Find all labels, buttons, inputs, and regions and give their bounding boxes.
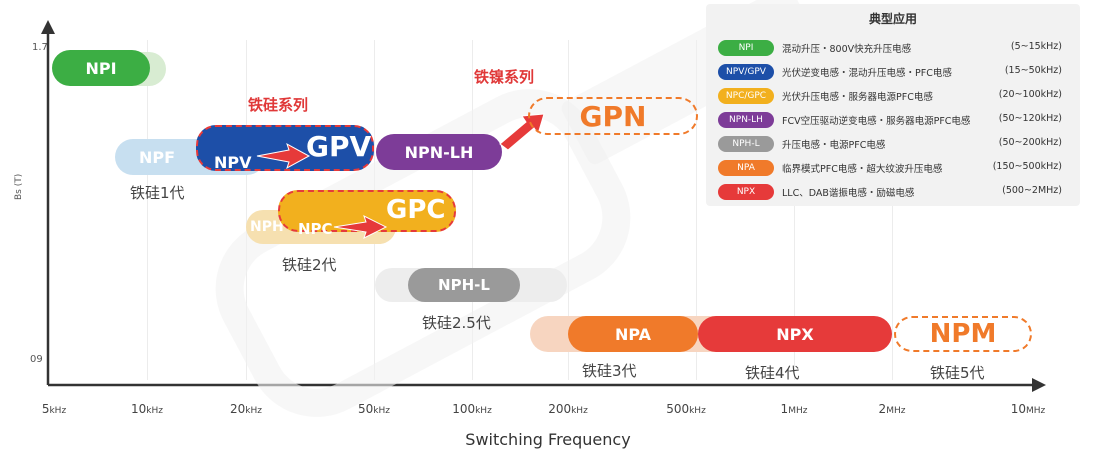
x-tick: 100kHz: [452, 402, 492, 416]
x-axis-arrow: [1032, 378, 1046, 392]
npm-range-bar: NPM: [894, 316, 1032, 352]
legend-frequency-range: (5~15kHz): [1010, 41, 1062, 52]
legend-row: NPN-LH FCV空压驱动逆变电感・服务器电源PFC电感 (50~120kHz…: [718, 110, 1068, 130]
upgrade-arrow-icon: [256, 142, 311, 170]
gridline: [472, 40, 473, 380]
legend-description: 临界模式PFC电感・超大纹波升压电感: [782, 164, 943, 175]
legend-frequency-range: (50~120kHz): [998, 113, 1062, 124]
legend-description: FCV空压驱动逆变电感・服务器电源PFC电感: [782, 116, 971, 127]
x-tick: 20kHz: [230, 402, 262, 416]
x-axis-label: Switching Frequency: [465, 430, 631, 449]
gen2-label: 铁硅2代: [282, 256, 337, 274]
y-axis-top-value: 1.7: [32, 42, 48, 53]
legend-description: 升压电感・电源PFC电感: [782, 140, 886, 151]
legend-frequency-range: (50~200kHz): [998, 137, 1062, 148]
legend-title: 典型应用: [868, 12, 917, 26]
legend-description: 混动升压・800V快充升压电感: [782, 44, 912, 55]
gridline: [147, 40, 148, 380]
legend-row: NPA 临界模式PFC电感・超大纹波升压电感 (150~500kHz): [718, 158, 1068, 178]
npx-range-bar: NPX: [698, 316, 892, 352]
legend-row: NPV/GPV 光伏逆变电感・混动升压电感・PFC电感 (15~50kHz): [718, 62, 1068, 82]
y-axis-label: Bs (T): [14, 173, 24, 200]
legend-frequency-range: (500~2MHz): [1002, 185, 1062, 196]
gridline: [696, 40, 697, 380]
legend-description: 光伏升压电感・服务器电源PFC电感: [782, 92, 933, 103]
legend-frequency-range: (150~500kHz): [992, 161, 1062, 172]
gpn-range-bar: GPN: [528, 97, 698, 135]
npc-label: NPC: [298, 220, 333, 238]
legend-row: NPH-L 升压电感・电源PFC电感 (50~200kHz): [718, 134, 1068, 154]
legend-frequency-range: (15~50kHz): [1004, 65, 1062, 76]
application-legend: 典型应用 NPI 混动升压・800V快充升压电感 (5~15kHz) NPV/G…: [706, 4, 1080, 206]
x-tick: 10MHz: [1010, 402, 1046, 416]
legend-key: NPN-LH: [718, 112, 774, 128]
npv-range-bar: [196, 125, 374, 171]
legend-row: NPC/GPC 光伏升压电感・服务器电源PFC电感 (20~100kHz): [718, 86, 1068, 106]
x-tick: 1MHz: [780, 402, 808, 416]
legend-description: 光伏逆变电感・混动升压电感・PFC电感: [782, 68, 952, 79]
legend-key: NPC/GPC: [718, 88, 774, 104]
gen2-5-label: 铁硅2.5代: [422, 314, 491, 332]
x-tick: 500kHz: [666, 402, 706, 416]
gen3-label: 铁硅3代: [582, 362, 637, 380]
x-tick: 10kHz: [131, 402, 163, 416]
iron-nickel-series-title: 铁镍系列: [474, 68, 535, 86]
gen5-label: 铁硅5代: [930, 364, 985, 382]
nph-l-range-bar: NPH-L: [408, 268, 520, 302]
npv-label: NPV: [214, 153, 252, 172]
legend-key: NPH-L: [718, 136, 774, 152]
gridline: [892, 40, 893, 380]
legend-key: NPI: [718, 40, 774, 56]
legend-key: NPA: [718, 160, 774, 176]
silicon-steel-series-title: 铁硅系列: [248, 96, 309, 114]
npa-range-bar: NPA: [568, 316, 698, 352]
x-tick: 5kHz: [41, 402, 67, 416]
gridline: [794, 40, 795, 380]
y-axis-bottom-value: 09: [30, 354, 43, 365]
upgrade-arrow-icon: [333, 215, 388, 239]
legend-key: NPV/GPV: [718, 64, 774, 80]
x-tick: 2MHz: [878, 402, 906, 416]
gen4-label: 铁硅4代: [745, 364, 800, 382]
gen1-label: 铁硅1代: [130, 184, 185, 202]
gridline: [568, 40, 569, 380]
npi-range-bar: NPI: [52, 50, 150, 86]
x-tick: 50kHz: [358, 402, 390, 416]
legend-row: NPX LLC、DAB谐振电感・励磁电感 (500~2MHz): [718, 182, 1068, 202]
npn-lh-range-bar: NPN-LH: [376, 134, 502, 170]
legend-row: NPI 混动升压・800V快充升压电感 (5~15kHz): [718, 38, 1068, 58]
gpc-label: GPC: [386, 195, 446, 225]
x-tick: 200kHz: [548, 402, 588, 416]
y-axis-arrow: [41, 20, 55, 34]
gpv-label: GPV: [306, 130, 372, 163]
legend-key: NPX: [718, 184, 774, 200]
legend-frequency-range: (20~100kHz): [998, 89, 1062, 100]
gridline: [246, 40, 247, 380]
legend-description: LLC、DAB谐振电感・励磁电感: [782, 188, 915, 199]
